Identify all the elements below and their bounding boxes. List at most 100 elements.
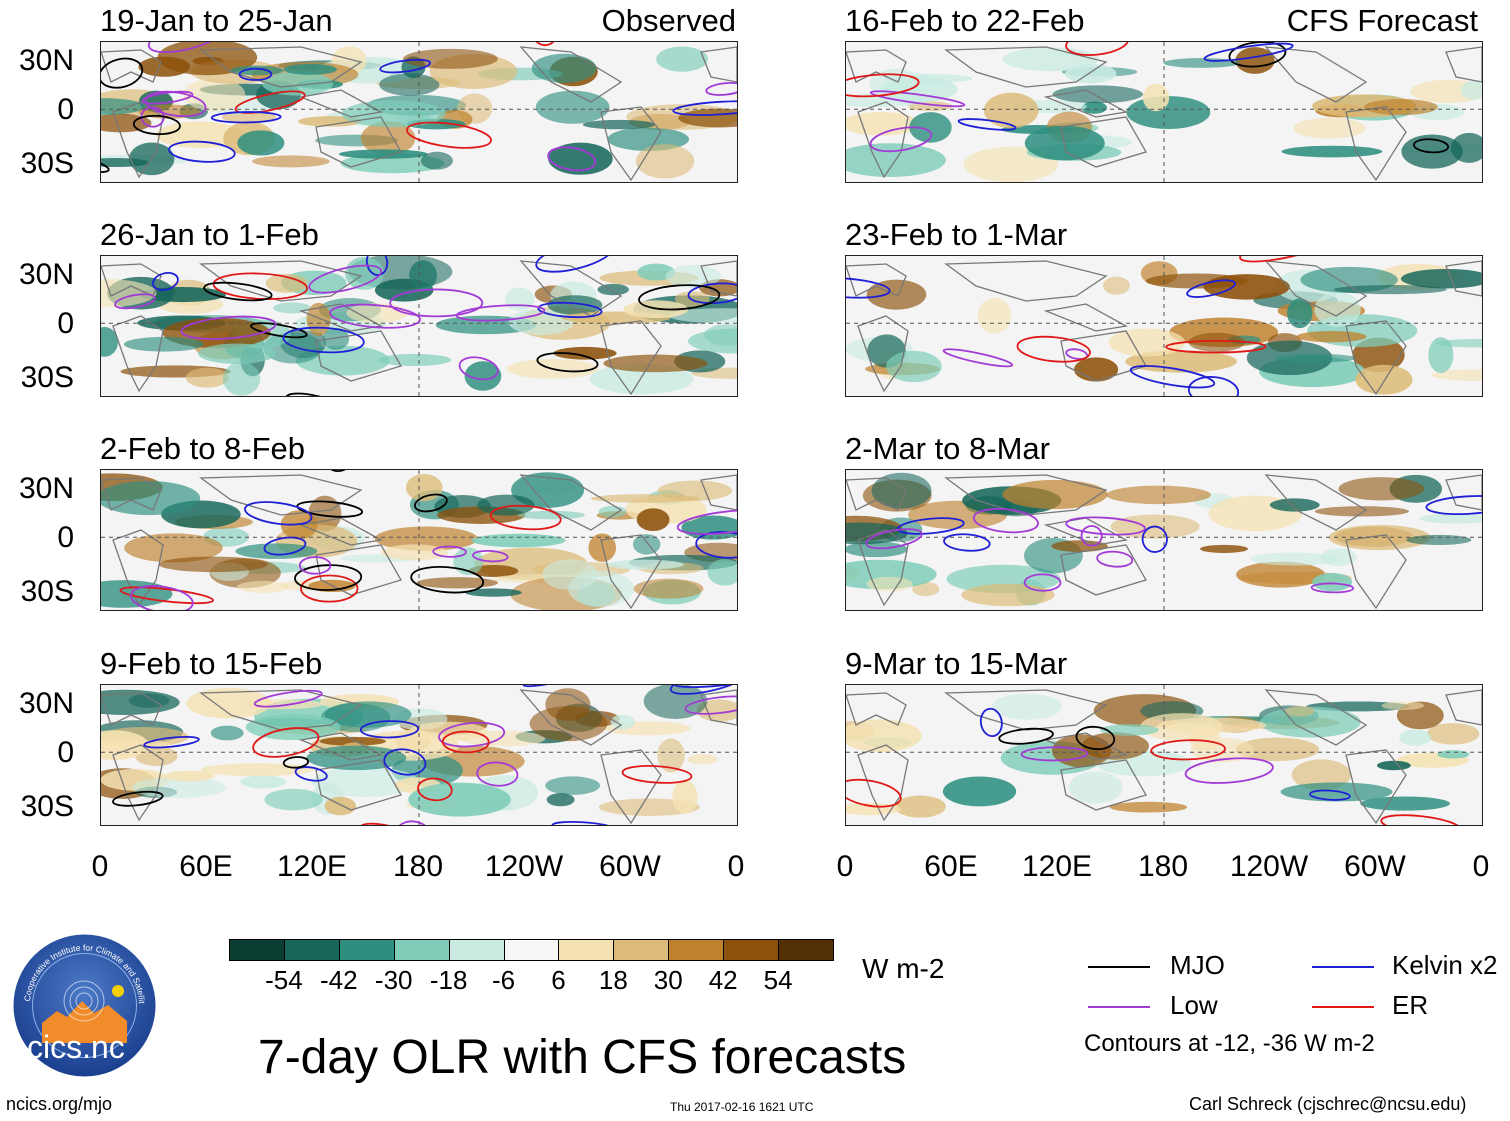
- olr-anomaly-blob: [101, 580, 173, 608]
- wave-contour: [621, 765, 693, 784]
- colorbar-tick-label: 54: [763, 965, 793, 995]
- observed-map-1: [100, 41, 738, 183]
- colorbar-tick-label: 42: [708, 965, 738, 995]
- wave-contour: [112, 790, 164, 807]
- wave-contour: [537, 301, 603, 319]
- wave-contour: [432, 545, 467, 558]
- legend-label-low: Low: [1170, 990, 1218, 1020]
- longitude-label: 0: [836, 850, 854, 883]
- olr-anomaly-blob: [1274, 353, 1357, 363]
- longitude-label: 0: [1472, 850, 1490, 883]
- wave-contour: [472, 549, 509, 563]
- wave-contour: [705, 81, 737, 96]
- olr-anomaly-blob: [1269, 498, 1320, 512]
- wave-contour: [296, 500, 364, 518]
- wave-contour: [263, 536, 307, 556]
- olr-anomaly-blob: [1338, 477, 1425, 501]
- olr-anomaly-blob: [101, 326, 118, 357]
- olr-anomaly-blob: [1100, 724, 1159, 736]
- legend-note: Contours at -12, -36 W m-2: [1084, 1030, 1375, 1057]
- olr-anomaly-blob: [322, 327, 350, 350]
- longitude-label: 60E: [924, 850, 978, 883]
- coastline: [1264, 474, 1368, 531]
- olr-anomaly-field: [101, 470, 737, 610]
- olr-anomaly-blob: [1360, 796, 1450, 811]
- olr-anomaly-blob: [1065, 63, 1117, 84]
- panel-title: 23-Feb to 1-Mar: [845, 217, 1068, 252]
- olr-anomaly-blob: [1259, 706, 1361, 738]
- wave-contour: [551, 820, 615, 825]
- coastline: [519, 46, 623, 103]
- panel-title: 9-Feb to 15-Feb: [100, 646, 323, 681]
- olr-anomaly-blob: [338, 149, 428, 159]
- coastline: [1043, 517, 1128, 546]
- olr-anomaly-blob: [582, 119, 656, 130]
- olr-anomaly-blob: [261, 71, 333, 96]
- coastline: [112, 315, 164, 393]
- olr-anomaly-blob: [632, 534, 661, 555]
- olr-anomaly-blob: [1002, 479, 1108, 509]
- olr-anomaly-blob: [1376, 760, 1411, 771]
- olr-anomaly-blob: [511, 472, 585, 508]
- coastline: [1345, 320, 1407, 396]
- olr-anomaly-blob: [1109, 801, 1188, 813]
- wave-contour: [308, 264, 383, 294]
- wave-contour: [957, 118, 1017, 131]
- olr-anomaly-blob: [846, 111, 920, 136]
- coastline: [298, 303, 383, 332]
- colorbar-tick-label: -6: [491, 965, 516, 995]
- wave-contour: [869, 90, 966, 108]
- coastline: [101, 477, 162, 511]
- coastline: [1060, 116, 1147, 168]
- forecast-label: CFS Forecast: [1286, 3, 1478, 38]
- olr-anomaly-field: [846, 256, 1482, 396]
- olr-anomaly-blob: [553, 346, 617, 360]
- wave-contour: [869, 126, 933, 153]
- coastline: [519, 474, 623, 531]
- wave-contour: [942, 348, 1014, 368]
- timestamp: Thu 2017-02-16 1621 UTC: [670, 1100, 814, 1114]
- wave-contour: [252, 727, 320, 758]
- coastline: [857, 744, 909, 822]
- olr-anomaly-blob: [1074, 357, 1119, 382]
- olr-anomaly-blob: [1364, 98, 1438, 116]
- olr-anomaly-blob: [185, 367, 229, 388]
- wave-contour: [972, 508, 1039, 534]
- site-url[interactable]: ncics.org/mjo: [6, 1094, 113, 1114]
- wave-contour: [1203, 42, 1294, 62]
- longitude-label: 0: [727, 850, 745, 883]
- olr-anomaly-blob: [420, 151, 453, 170]
- coastline: [944, 46, 1108, 88]
- coastline: [199, 260, 363, 302]
- observed-map-4: [100, 684, 738, 826]
- coastline: [519, 260, 623, 317]
- olr-anomaly-blob: [942, 776, 1017, 807]
- coastline: [1043, 303, 1128, 332]
- wave-contour: [253, 689, 323, 708]
- coastline: [199, 46, 363, 88]
- olr-anomaly-blob: [545, 776, 601, 795]
- latitude-label: 30S: [20, 575, 74, 608]
- wave-contour: [140, 106, 165, 128]
- olr-anomaly-blob: [101, 98, 146, 116]
- wave-contour: [383, 748, 427, 776]
- panel-title: 2-Feb to 8-Feb: [100, 431, 306, 466]
- olr-anomaly-blob: [416, 577, 499, 589]
- figure-title: 7-day OLR with CFS forecasts: [258, 1031, 907, 1084]
- logo-text: cics.nc: [27, 1029, 125, 1065]
- olr-anomaly-blob: [597, 283, 629, 296]
- olr-anomaly-blob: [504, 287, 535, 311]
- olr-anomaly-blob: [590, 494, 701, 503]
- wave-contour: [168, 140, 236, 163]
- wave-contour: [101, 150, 110, 173]
- olr-anomaly-blob: [531, 53, 597, 83]
- olr-anomaly-blob: [306, 745, 407, 771]
- colorbar-tick-label: -42: [320, 965, 358, 995]
- wave-contour: [405, 121, 492, 149]
- wave-contour: [1065, 516, 1146, 536]
- wave-contour: [203, 281, 273, 302]
- wave-contour: [687, 282, 737, 305]
- coastline: [700, 689, 737, 726]
- olr-anomaly-blob: [696, 699, 737, 722]
- olr-anomaly-field: [846, 685, 1482, 825]
